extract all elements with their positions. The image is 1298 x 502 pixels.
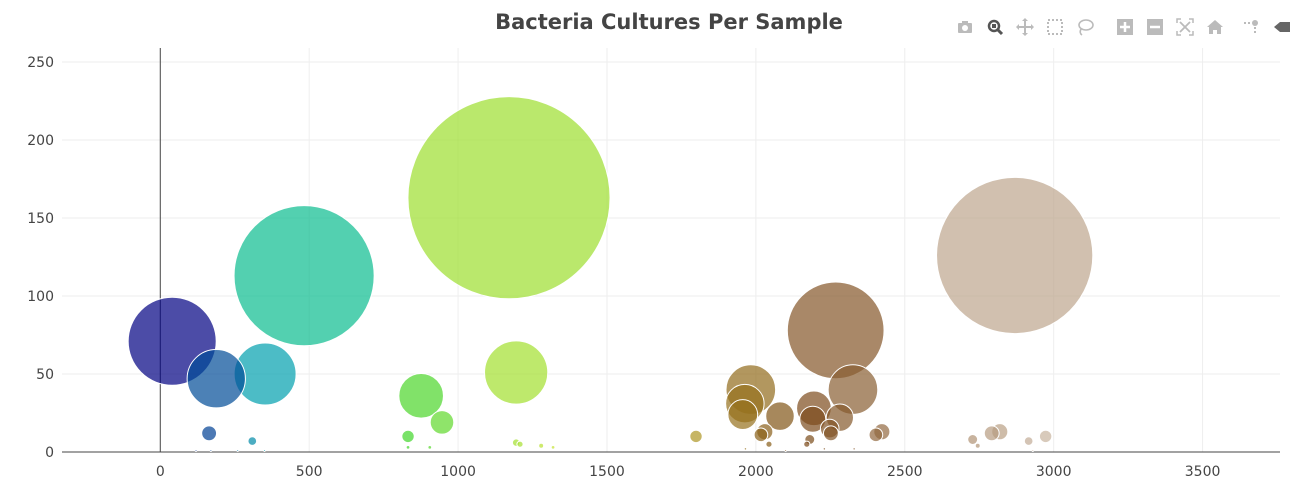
y-tick-label: 50 <box>36 367 54 383</box>
bubble-point[interactable] <box>398 373 444 419</box>
box-select-button[interactable] <box>1040 14 1070 40</box>
bubble-point[interactable] <box>194 448 198 452</box>
bubble-point[interactable] <box>743 447 748 451</box>
y-tick-label: 200 <box>27 133 54 149</box>
home-button[interactable] <box>1200 14 1230 40</box>
autoscale-button[interactable] <box>1170 14 1200 40</box>
autoscale-icon <box>1176 18 1194 36</box>
bubble-point[interactable] <box>936 176 1094 335</box>
y-tick-label: 150 <box>27 211 54 227</box>
camera-button[interactable] <box>950 14 980 40</box>
bubble-point[interactable] <box>689 429 703 444</box>
bubble-point[interactable] <box>429 410 455 435</box>
bubble-point[interactable] <box>753 427 769 443</box>
bubble-point[interactable] <box>1031 448 1035 452</box>
bubble-point[interactable] <box>803 440 811 448</box>
bubble-point[interactable] <box>201 425 218 442</box>
y-tick-label: 100 <box>27 289 54 305</box>
bubble-series <box>127 96 1094 452</box>
pan-icon <box>1016 18 1034 36</box>
bubble-point[interactable] <box>974 442 981 449</box>
bubble-point[interactable] <box>727 399 759 430</box>
modebar <box>950 14 1296 40</box>
bubble-point[interactable] <box>233 205 375 347</box>
bubble-point[interactable] <box>550 444 556 450</box>
bubble-point[interactable] <box>983 425 1000 442</box>
bubble-point[interactable] <box>263 448 267 452</box>
bubble-point[interactable] <box>405 444 411 450</box>
zoom-in-icon <box>1117 19 1133 35</box>
y-tick-label: 0 <box>45 445 54 461</box>
bubble-point[interactable] <box>799 405 827 433</box>
bubble-point[interactable] <box>1023 436 1034 446</box>
bubble-point[interactable] <box>209 448 213 452</box>
x-tick-label: 2000 <box>738 464 774 480</box>
bubble-point[interactable] <box>186 349 246 409</box>
bubble-point[interactable] <box>868 427 884 443</box>
x-tick-label: 3500 <box>1185 464 1221 480</box>
box-select-icon <box>1047 19 1063 35</box>
bubble-point[interactable] <box>822 447 827 451</box>
home-icon <box>1207 20 1223 34</box>
zoom-icon <box>987 19 1004 36</box>
zoom-out-icon <box>1147 19 1163 35</box>
x-tick-label: 1000 <box>440 464 476 480</box>
zoom-out-button[interactable] <box>1140 14 1170 40</box>
lasso-icon <box>1078 19 1094 36</box>
spike-lines-button[interactable] <box>1236 14 1266 40</box>
bubble-point[interactable] <box>427 444 433 450</box>
bubble-point[interactable] <box>786 281 885 380</box>
bubble-point[interactable] <box>516 440 524 448</box>
x-tick-label: 0 <box>156 464 165 480</box>
zoom-in-button[interactable] <box>1110 14 1140 40</box>
bubble-point[interactable] <box>967 434 979 445</box>
x-tick-label: 500 <box>296 464 323 480</box>
spike-lines-icon <box>1244 20 1258 33</box>
camera-icon <box>958 21 972 33</box>
zoom-button[interactable] <box>980 14 1010 40</box>
chart-title: Bacteria Cultures Per Sample <box>495 10 843 34</box>
bubble-point[interactable] <box>822 425 839 442</box>
bubble-point[interactable] <box>765 401 795 431</box>
bubble-point[interactable] <box>1038 429 1053 444</box>
hover-closest-button[interactable] <box>1266 14 1296 40</box>
bubble-point[interactable] <box>247 436 258 446</box>
x-tick-label: 1500 <box>589 464 625 480</box>
hover-closest-icon <box>1274 22 1290 32</box>
y-tick-label: 250 <box>27 55 54 71</box>
bubble-point[interactable] <box>765 440 773 448</box>
bubble-point[interactable] <box>407 96 611 300</box>
bubble-point[interactable] <box>401 429 415 444</box>
x-tick-label: 2500 <box>887 464 923 480</box>
pan-button[interactable] <box>1010 14 1040 40</box>
bubble-point[interactable] <box>784 448 788 452</box>
bubble-point[interactable] <box>484 340 549 405</box>
bubble-point[interactable] <box>852 447 856 451</box>
bubble-point[interactable] <box>538 442 545 449</box>
lasso-button[interactable] <box>1070 14 1100 40</box>
bubble-point[interactable] <box>236 448 240 452</box>
x-tick-label: 3000 <box>1036 464 1072 480</box>
